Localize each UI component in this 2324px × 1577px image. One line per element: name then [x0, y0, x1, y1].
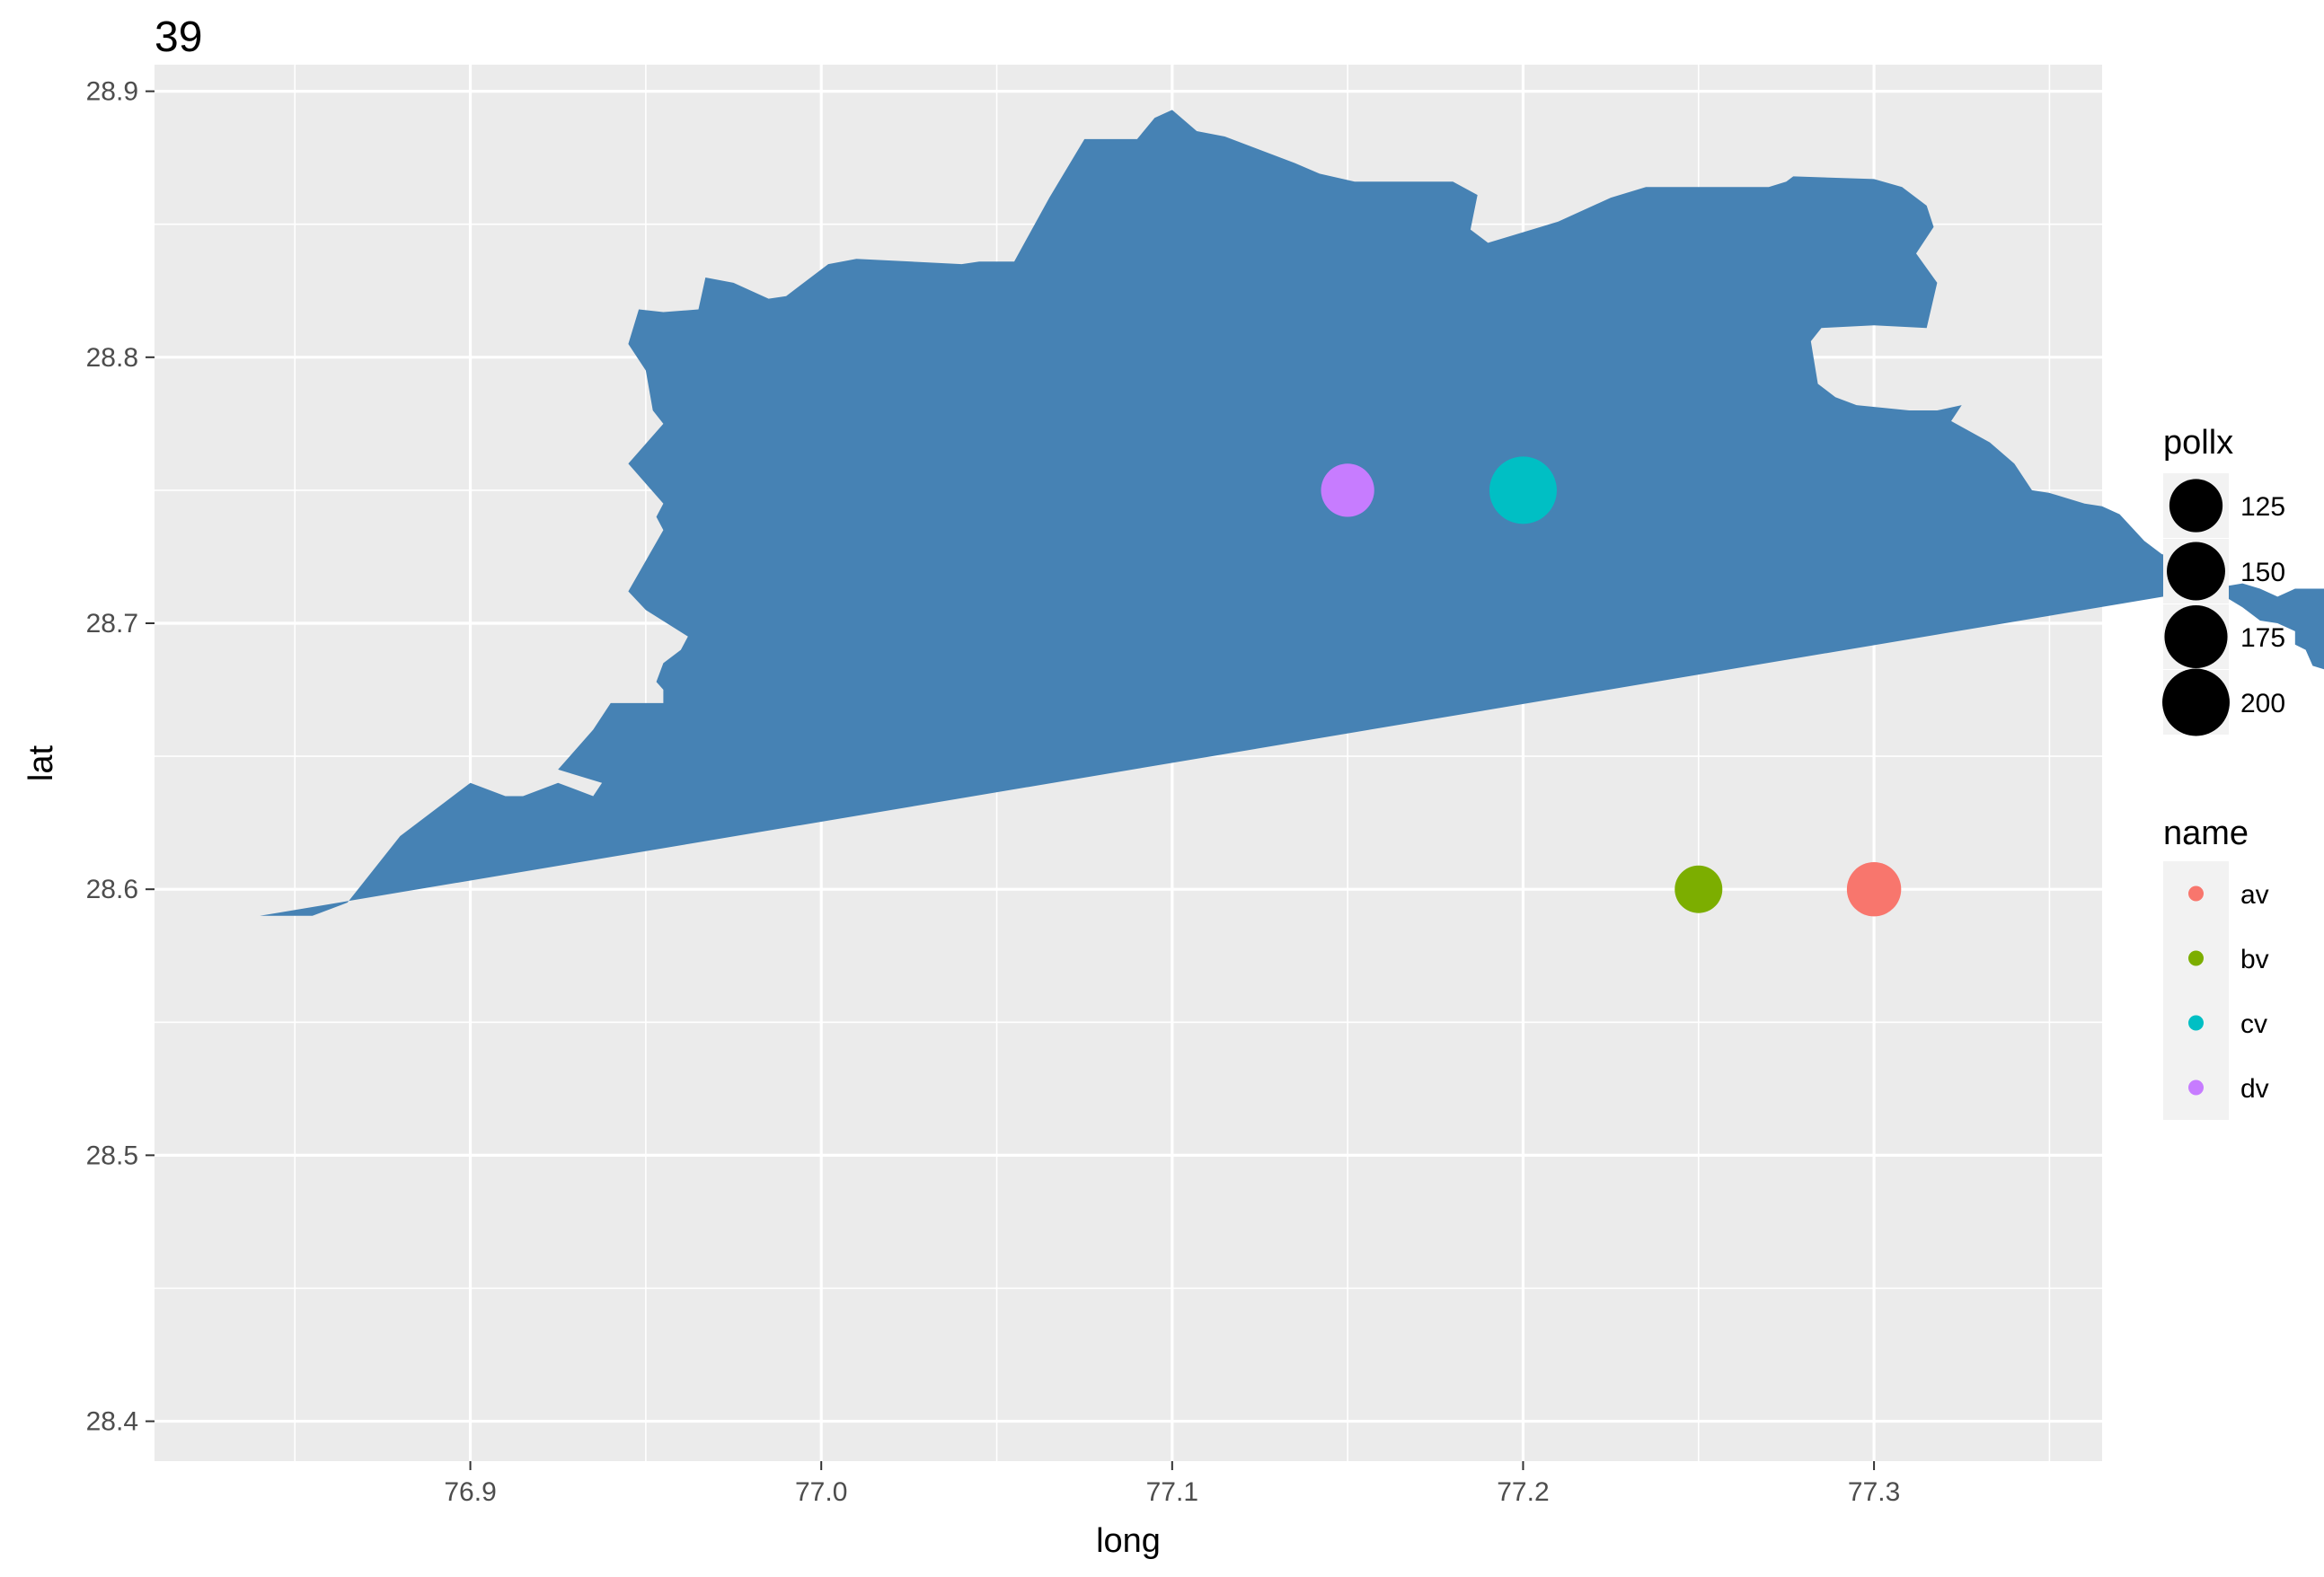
x-tick-label: 77.3	[1848, 1477, 1900, 1507]
size-legend-label: 200	[2240, 689, 2285, 718]
x-axis: 76.9 77.0 77.1 77.2 77.3	[444, 1461, 1900, 1507]
size-legend-dot	[2164, 604, 2228, 669]
x-tick-label: 77.1	[1146, 1477, 1198, 1507]
size-legend: pollx 125 150 175 200	[2162, 424, 2285, 736]
color-legend-title: name	[2163, 815, 2249, 852]
y-tick-label: 28.7	[86, 609, 138, 639]
size-legend-label: 125	[2240, 492, 2285, 522]
chart-title: 39	[155, 13, 203, 61]
points-layer	[1321, 456, 1902, 917]
y-tick-label: 28.5	[86, 1141, 138, 1170]
color-legend-label: av	[2240, 880, 2269, 910]
y-axis-title: lat	[22, 744, 60, 781]
x-axis-title: long	[1096, 1522, 1161, 1560]
color-legend-label: dv	[2240, 1074, 2269, 1104]
color-legend-dot	[2188, 885, 2204, 902]
size-legend-dot	[2169, 479, 2223, 533]
size-legend-dot	[2167, 542, 2225, 601]
y-axis: 28.4 28.5 28.6 28.7 28.8 28.9	[86, 77, 155, 1437]
region-polygon	[260, 110, 2324, 916]
size-legend-label: 150	[2240, 558, 2285, 587]
y-tick-label: 28.6	[86, 875, 138, 904]
x-tick-label: 77.2	[1497, 1477, 1549, 1507]
y-tick-label: 28.8	[86, 343, 138, 373]
color-legend-label: cv	[2240, 1009, 2267, 1039]
color-legend-label: bv	[2240, 945, 2269, 974]
y-tick-label: 28.4	[86, 1407, 138, 1437]
color-legend-dot	[2188, 1015, 2204, 1031]
size-legend-title: pollx	[2163, 424, 2233, 462]
size-legend-dot	[2162, 668, 2230, 736]
y-tick-label: 28.9	[86, 77, 138, 107]
point-av	[1846, 861, 1902, 917]
x-tick-label: 77.0	[795, 1477, 847, 1507]
point-cv	[1489, 456, 1557, 524]
color-legend-dot	[2188, 950, 2204, 966]
point-bv	[1675, 865, 1723, 913]
color-legend-dot	[2188, 1079, 2204, 1096]
region-layer	[260, 110, 2324, 916]
x-tick-label: 76.9	[444, 1477, 496, 1507]
size-legend-label: 175	[2240, 623, 2285, 653]
point-dv	[1321, 463, 1374, 517]
color-legend: name av bv cv dv	[2163, 815, 2269, 1120]
